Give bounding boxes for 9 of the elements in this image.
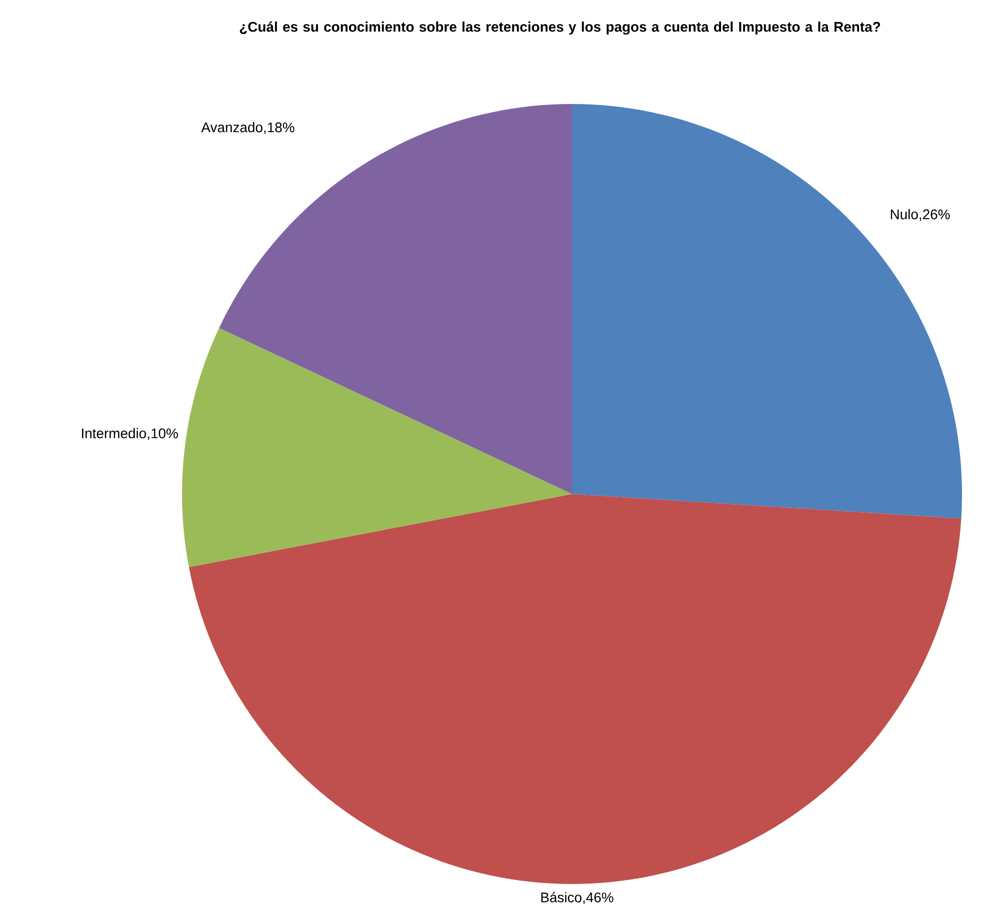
slice-label: Avanzado — [201, 122, 262, 132]
data-label: ,10% — [148, 428, 178, 440]
slice-label: Nulo — [890, 209, 918, 220]
slice-label: Básico — [541, 892, 582, 902]
data-label: ,46% — [583, 892, 614, 904]
slice-label: Intermedio — [82, 428, 146, 438]
data-label: ,18% — [264, 122, 294, 134]
chart-title: ¿Cuál es su conocimiento sobre las retenciones y los pagos a cuenta del Impuesto a la Renta? — [240, 21, 880, 35]
data-label: ,26% — [920, 209, 950, 221]
